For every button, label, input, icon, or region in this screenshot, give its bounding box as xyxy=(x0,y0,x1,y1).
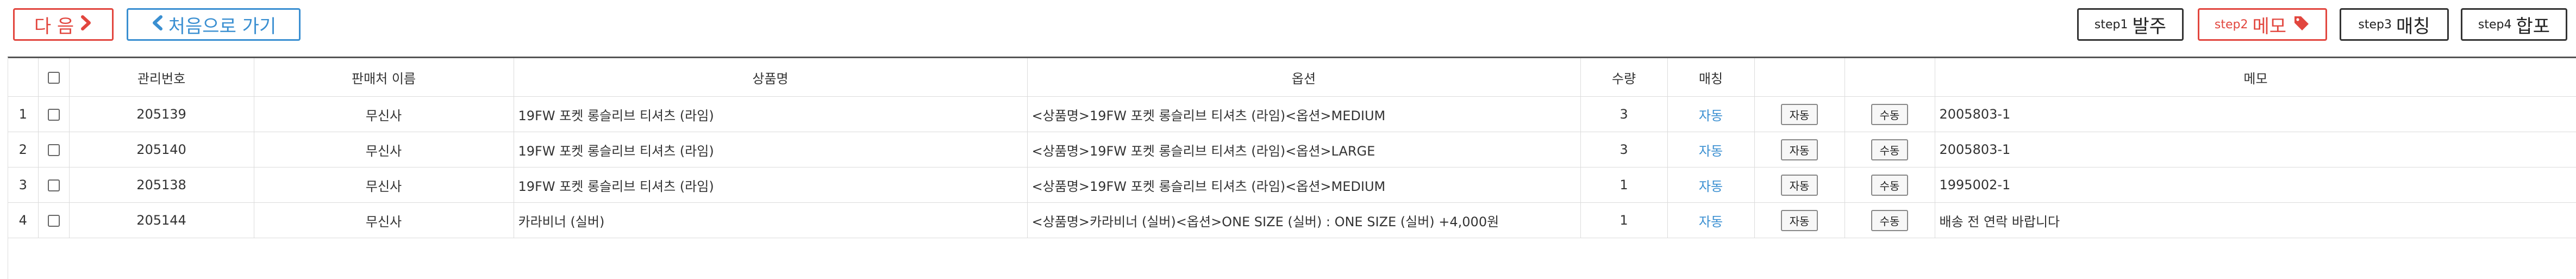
step3-big-label: 매칭 xyxy=(2396,15,2430,38)
row-match-link[interactable]: 자동 xyxy=(1698,108,1723,123)
row-memo: 1995002-1 xyxy=(1935,167,2576,203)
row-option: <상품명>19FW 포켓 롱슬리브 티셔츠 (라임)<옵션>MEDIUM xyxy=(1027,96,1581,132)
step2-memo-button[interactable]: step2 메모 xyxy=(2198,8,2327,41)
row-auto-cell: 자동 xyxy=(1754,132,1845,168)
row-match-cell: 자동 xyxy=(1667,202,1755,238)
row-product: 19FW 포켓 롱슬리브 티셔츠 (라임) xyxy=(514,167,1028,203)
auto-match-button[interactable]: 자동 xyxy=(1780,174,1818,196)
row-option: <상품명>카라비너 (실버)<옵션>ONE SIZE (실버) : ONE SI… xyxy=(1027,202,1581,238)
table-header-row: 관리번호 판매처 이름 상품명 옵션 수량 매칭 메모 xyxy=(8,58,2576,97)
auto-match-button[interactable]: 자동 xyxy=(1780,209,1818,231)
row-auto-cell: 자동 xyxy=(1754,202,1845,238)
row-seller: 무신사 xyxy=(254,167,514,203)
header-product: 상품명 xyxy=(514,58,1028,97)
row-manual-cell: 수동 xyxy=(1845,202,1935,238)
row-number: 2 xyxy=(8,132,39,168)
row-checkbox[interactable] xyxy=(47,215,60,227)
row-number: 1 xyxy=(8,96,39,132)
table-row: 3 205138 무신사 19FW 포켓 롱슬리브 티셔츠 (라임) <상품명>… xyxy=(8,167,2576,203)
chevron-right-icon xyxy=(80,14,92,35)
toolbar: 다 음 처음으로 가기 step1 발주 step2 메모 step3 매칭 s… xyxy=(0,0,2576,53)
row-match-link[interactable]: 자동 xyxy=(1698,214,1723,230)
row-id: 205140 xyxy=(69,132,254,168)
row-option: <상품명>19FW 포켓 롱슬리브 티셔츠 (라임)<옵션>LARGE xyxy=(1027,132,1581,168)
row-product: 카라비너 (실버) xyxy=(514,202,1028,238)
step2-big-label: 메모 xyxy=(2252,15,2287,38)
row-qty: 3 xyxy=(1580,96,1668,132)
auto-match-button[interactable]: 자동 xyxy=(1780,139,1818,160)
row-memo: 배송 전 연락 바랍니다 xyxy=(1935,202,2576,238)
step4-big-label: 합포 xyxy=(2516,15,2550,38)
row-match-link[interactable]: 자동 xyxy=(1698,178,1723,194)
table-row: 4 205144 무신사 카라비너 (실버) <상품명>카라비너 (실버)<옵션… xyxy=(8,202,2576,238)
row-seller: 무신사 xyxy=(254,96,514,132)
row-id: 205138 xyxy=(69,167,254,203)
table-row: 2 205140 무신사 19FW 포켓 롱슬리브 티셔츠 (라임) <상품명>… xyxy=(8,132,2576,168)
auto-match-button[interactable]: 자동 xyxy=(1780,103,1818,125)
row-qty: 1 xyxy=(1580,202,1668,238)
table-row: 1 205139 무신사 19FW 포켓 롱슬리브 티셔츠 (라임) <상품명>… xyxy=(8,96,2576,132)
row-qty: 1 xyxy=(1580,167,1668,203)
header-option: 옵션 xyxy=(1027,58,1581,97)
row-select-cell[interactable] xyxy=(38,96,70,132)
row-memo: 2005803-1 xyxy=(1935,132,2576,168)
order-table: 관리번호 판매처 이름 상품명 옵션 수량 매칭 메모 1 205139 무신사… xyxy=(8,58,2576,238)
next-label: 다 음 xyxy=(34,15,74,38)
row-match-cell: 자동 xyxy=(1667,96,1755,132)
row-qty: 3 xyxy=(1580,132,1668,168)
step1-order-button[interactable]: step1 발주 xyxy=(2077,8,2184,41)
header-qty: 수량 xyxy=(1580,58,1668,97)
row-manual-cell: 수동 xyxy=(1845,132,1935,168)
tag-icon xyxy=(2293,15,2310,34)
select-all-checkbox[interactable] xyxy=(47,72,60,84)
manual-match-button[interactable]: 수동 xyxy=(1871,103,1909,125)
header-auto xyxy=(1754,58,1845,97)
row-memo: 2005803-1 xyxy=(1935,96,2576,132)
row-manual-cell: 수동 xyxy=(1845,167,1935,203)
row-match-link[interactable]: 자동 xyxy=(1698,143,1723,159)
step4-combine-button[interactable]: step4 합포 xyxy=(2461,8,2567,41)
row-product: 19FW 포켓 롱슬리브 티셔츠 (라임) xyxy=(514,132,1028,168)
row-number: 3 xyxy=(8,167,39,203)
header-id: 관리번호 xyxy=(69,58,254,97)
row-product: 19FW 포켓 롱슬리브 티셔츠 (라임) xyxy=(514,96,1028,132)
chevron-left-icon xyxy=(151,14,163,35)
header-manual xyxy=(1845,58,1935,97)
row-seller: 무신사 xyxy=(254,202,514,238)
manual-match-button[interactable]: 수동 xyxy=(1871,139,1909,160)
manual-match-button[interactable]: 수동 xyxy=(1871,209,1909,231)
step3-small-label: step3 xyxy=(2358,17,2392,32)
go-to-first-button[interactable]: 처음으로 가기 xyxy=(127,8,301,41)
order-grid: 관리번호 판매처 이름 상품명 옵션 수량 매칭 메모 1 205139 무신사… xyxy=(8,57,2576,279)
row-select-cell[interactable] xyxy=(38,132,70,168)
step3-matching-button[interactable]: step3 매칭 xyxy=(2340,8,2449,41)
header-seller: 판매처 이름 xyxy=(254,58,514,97)
row-seller: 무신사 xyxy=(254,132,514,168)
row-auto-cell: 자동 xyxy=(1754,167,1845,203)
row-match-cell: 자동 xyxy=(1667,167,1755,203)
next-button[interactable]: 다 음 xyxy=(13,8,114,41)
step1-big-label: 발주 xyxy=(2132,15,2167,38)
row-id: 205144 xyxy=(69,202,254,238)
step1-small-label: step1 xyxy=(2094,17,2128,32)
header-rownum xyxy=(8,58,39,97)
row-auto-cell: 자동 xyxy=(1754,96,1845,132)
row-select-cell[interactable] xyxy=(38,167,70,203)
row-id: 205139 xyxy=(69,96,254,132)
header-select-all[interactable] xyxy=(38,58,70,97)
row-option: <상품명>19FW 포켓 롱슬리브 티셔츠 (라임)<옵션>MEDIUM xyxy=(1027,167,1581,203)
row-checkbox[interactable] xyxy=(47,109,60,121)
row-checkbox[interactable] xyxy=(47,144,60,156)
manual-match-button[interactable]: 수동 xyxy=(1871,174,1909,196)
step2-small-label: step2 xyxy=(2214,17,2248,32)
row-checkbox[interactable] xyxy=(47,179,60,191)
row-match-cell: 자동 xyxy=(1667,132,1755,168)
step4-small-label: step4 xyxy=(2478,17,2512,32)
header-match: 매칭 xyxy=(1667,58,1755,97)
row-select-cell[interactable] xyxy=(38,202,70,238)
row-number: 4 xyxy=(8,202,39,238)
go-to-first-label: 처음으로 가기 xyxy=(168,15,277,38)
header-memo: 메모 xyxy=(1935,58,2576,97)
row-manual-cell: 수동 xyxy=(1845,96,1935,132)
